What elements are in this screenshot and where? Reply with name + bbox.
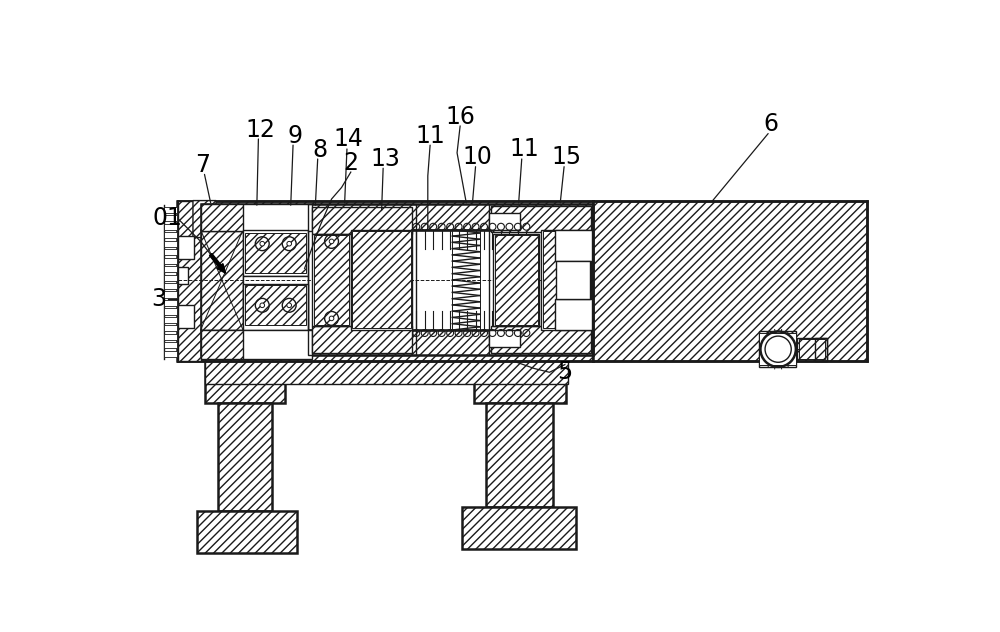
Bar bbox=[178, 236, 194, 259]
Bar bbox=[555, 230, 592, 260]
Bar bbox=[178, 305, 194, 329]
Bar bbox=[178, 330, 593, 361]
Bar bbox=[493, 234, 539, 326]
Bar bbox=[201, 330, 243, 359]
Text: 8: 8 bbox=[312, 138, 328, 162]
Bar bbox=[245, 233, 306, 273]
Text: 5: 5 bbox=[557, 360, 572, 384]
Bar bbox=[489, 213, 520, 230]
Bar bbox=[462, 507, 576, 549]
Bar bbox=[474, 361, 566, 403]
Bar bbox=[243, 276, 308, 330]
Text: 3: 3 bbox=[151, 287, 166, 311]
Bar bbox=[205, 361, 285, 403]
Circle shape bbox=[329, 316, 334, 320]
Bar bbox=[164, 317, 177, 323]
Text: 15: 15 bbox=[551, 145, 581, 169]
Bar bbox=[351, 230, 412, 330]
Bar bbox=[245, 285, 306, 325]
Bar bbox=[197, 511, 297, 553]
Bar bbox=[797, 337, 827, 361]
Bar bbox=[799, 339, 825, 359]
Bar bbox=[178, 200, 201, 361]
Bar bbox=[164, 308, 177, 315]
Bar bbox=[164, 300, 177, 306]
Bar bbox=[218, 403, 272, 511]
Bar bbox=[164, 283, 177, 289]
Bar bbox=[495, 235, 538, 325]
Text: 13: 13 bbox=[371, 147, 400, 171]
Text: 6: 6 bbox=[763, 112, 778, 136]
Text: 01: 01 bbox=[153, 205, 182, 229]
Bar bbox=[164, 207, 177, 213]
Bar bbox=[164, 266, 177, 272]
Bar bbox=[312, 234, 351, 326]
Circle shape bbox=[329, 239, 334, 244]
Bar bbox=[489, 330, 520, 347]
Bar bbox=[543, 231, 589, 329]
Bar bbox=[178, 200, 593, 230]
Bar bbox=[164, 343, 177, 348]
Text: 11: 11 bbox=[509, 137, 539, 161]
Bar bbox=[312, 326, 412, 353]
Bar bbox=[815, 337, 827, 361]
Bar bbox=[164, 325, 177, 331]
Text: 12: 12 bbox=[245, 118, 275, 142]
Bar bbox=[555, 299, 592, 330]
Bar bbox=[759, 333, 796, 365]
Bar bbox=[491, 326, 591, 353]
Bar bbox=[164, 241, 177, 246]
Bar bbox=[308, 204, 416, 355]
Text: 7: 7 bbox=[195, 153, 210, 177]
Bar bbox=[201, 330, 312, 359]
Bar bbox=[164, 216, 177, 221]
Bar bbox=[164, 224, 177, 230]
Text: 14: 14 bbox=[334, 127, 363, 151]
Circle shape bbox=[287, 303, 292, 308]
Bar bbox=[243, 284, 308, 330]
Bar bbox=[164, 258, 177, 264]
Bar bbox=[489, 204, 593, 355]
Text: 10: 10 bbox=[463, 145, 493, 169]
Circle shape bbox=[260, 241, 265, 246]
Bar bbox=[205, 361, 568, 384]
Polygon shape bbox=[193, 200, 228, 238]
Bar bbox=[491, 206, 591, 232]
Bar bbox=[556, 260, 590, 299]
Bar bbox=[201, 204, 243, 231]
Bar bbox=[352, 231, 411, 329]
Bar bbox=[243, 230, 308, 276]
FancyArrow shape bbox=[209, 253, 226, 273]
Bar bbox=[201, 204, 593, 355]
Bar bbox=[312, 207, 412, 234]
Bar bbox=[201, 204, 312, 231]
Bar bbox=[164, 291, 177, 298]
Bar bbox=[201, 230, 243, 330]
Bar bbox=[593, 200, 867, 361]
Circle shape bbox=[260, 303, 265, 308]
Bar bbox=[164, 249, 177, 255]
Text: 9: 9 bbox=[288, 124, 303, 148]
Bar bbox=[178, 267, 188, 284]
Bar bbox=[759, 331, 796, 367]
Bar bbox=[541, 230, 591, 330]
Bar bbox=[164, 232, 177, 238]
Bar bbox=[164, 274, 177, 281]
Bar bbox=[486, 403, 553, 507]
Text: 16: 16 bbox=[445, 105, 475, 129]
Bar bbox=[164, 351, 177, 357]
Text: 11: 11 bbox=[415, 124, 445, 148]
Bar bbox=[164, 334, 177, 340]
Bar bbox=[314, 235, 349, 325]
Circle shape bbox=[287, 241, 292, 246]
Text: 2: 2 bbox=[343, 151, 358, 175]
